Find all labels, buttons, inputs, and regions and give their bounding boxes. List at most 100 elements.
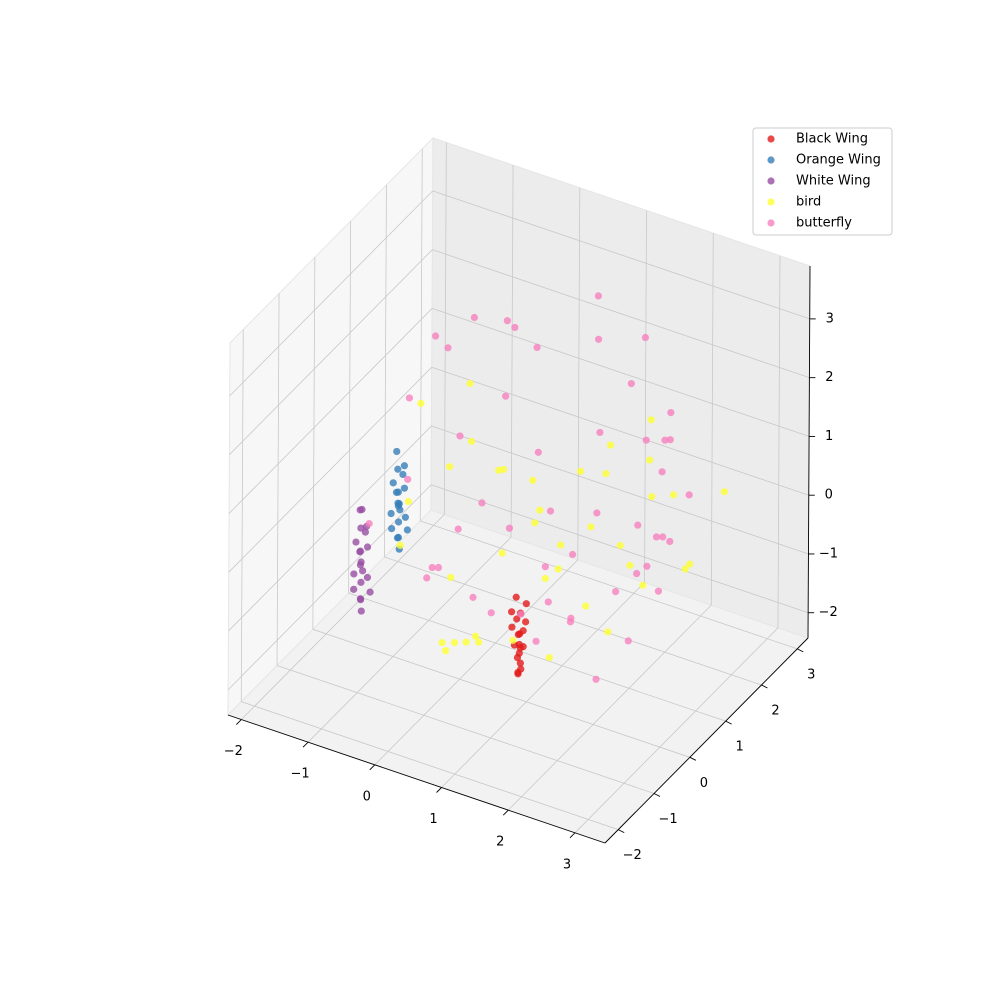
point bbox=[399, 470, 407, 479]
grid-line bbox=[432, 190, 810, 320]
point bbox=[587, 523, 595, 531]
x-tick-label: 3 bbox=[563, 857, 571, 872]
point bbox=[350, 585, 358, 593]
grid-line bbox=[510, 165, 514, 538]
point bbox=[438, 638, 446, 647]
point bbox=[400, 462, 409, 470]
point bbox=[666, 537, 674, 546]
point bbox=[666, 436, 674, 444]
point bbox=[428, 563, 436, 572]
point bbox=[519, 627, 527, 635]
point bbox=[450, 638, 459, 647]
point bbox=[444, 344, 452, 352]
y-tick-label: 1 bbox=[736, 740, 744, 755]
point bbox=[394, 518, 403, 526]
x-tick-mark bbox=[236, 719, 242, 725]
point bbox=[400, 484, 409, 492]
point bbox=[366, 588, 374, 596]
point bbox=[404, 497, 413, 506]
y-axis bbox=[604, 637, 809, 844]
point bbox=[652, 533, 661, 541]
grid-line bbox=[241, 514, 445, 720]
point bbox=[356, 547, 364, 555]
grid-line bbox=[348, 221, 352, 594]
y-tick-label: 0 bbox=[700, 776, 708, 791]
grid-line bbox=[228, 366, 433, 573]
point bbox=[634, 521, 642, 529]
y-tick-label: −1 bbox=[658, 812, 677, 827]
point bbox=[516, 659, 524, 667]
legend-box bbox=[752, 127, 893, 236]
point bbox=[627, 380, 635, 388]
point bbox=[576, 467, 585, 475]
point bbox=[642, 436, 650, 444]
point bbox=[604, 628, 612, 636]
point bbox=[643, 562, 651, 570]
point bbox=[470, 313, 478, 322]
point bbox=[514, 670, 522, 678]
point bbox=[641, 333, 650, 342]
point bbox=[514, 630, 522, 639]
point bbox=[363, 543, 372, 551]
point bbox=[401, 513, 409, 521]
point bbox=[502, 392, 510, 400]
point bbox=[532, 637, 540, 645]
point bbox=[513, 615, 521, 623]
point bbox=[352, 538, 360, 546]
point bbox=[582, 602, 590, 610]
point bbox=[396, 541, 404, 549]
point bbox=[626, 561, 634, 569]
y-tick-mark bbox=[725, 720, 732, 725]
grid-line bbox=[420, 520, 798, 650]
point bbox=[403, 526, 411, 534]
z-axis bbox=[807, 265, 811, 639]
grid-line bbox=[241, 701, 619, 831]
point bbox=[387, 509, 395, 518]
x-tick-label: 0 bbox=[363, 789, 371, 804]
point bbox=[616, 541, 624, 550]
grid-line bbox=[507, 604, 712, 811]
point bbox=[606, 441, 615, 449]
grid-line bbox=[431, 425, 809, 555]
point bbox=[423, 574, 431, 582]
z-tick-label: −1 bbox=[819, 546, 838, 561]
y-tick-label: 3 bbox=[807, 667, 815, 682]
point bbox=[395, 500, 403, 508]
grid-line bbox=[419, 148, 423, 521]
point bbox=[357, 607, 365, 615]
point bbox=[454, 525, 462, 533]
point bbox=[593, 509, 601, 517]
point bbox=[405, 394, 414, 402]
grid-line bbox=[229, 249, 433, 455]
point bbox=[556, 541, 565, 549]
grid-line bbox=[312, 257, 316, 630]
legend-marker bbox=[767, 219, 775, 227]
point bbox=[541, 574, 549, 583]
legend-label: bird bbox=[796, 195, 821, 210]
x-tick-mark bbox=[436, 787, 442, 793]
point bbox=[467, 437, 476, 445]
point bbox=[431, 332, 440, 340]
legend-marker bbox=[767, 177, 775, 185]
y-tick-mark bbox=[689, 756, 697, 761]
z-tick-label: 1 bbox=[825, 429, 833, 444]
point bbox=[469, 593, 477, 601]
point bbox=[462, 638, 470, 646]
point bbox=[720, 488, 728, 496]
point bbox=[544, 598, 552, 606]
grid-line bbox=[228, 308, 433, 514]
point bbox=[545, 653, 553, 662]
grid-line bbox=[441, 582, 645, 788]
point bbox=[447, 573, 455, 582]
point bbox=[350, 570, 358, 578]
point bbox=[503, 317, 511, 325]
x-tick-mark bbox=[502, 809, 509, 816]
grid-line bbox=[384, 184, 387, 558]
grid-line bbox=[443, 142, 447, 515]
point bbox=[659, 533, 667, 541]
point bbox=[541, 563, 549, 571]
point bbox=[592, 675, 600, 683]
grid-line bbox=[240, 329, 244, 702]
point bbox=[667, 408, 675, 417]
x-tick-label: −2 bbox=[224, 744, 243, 759]
